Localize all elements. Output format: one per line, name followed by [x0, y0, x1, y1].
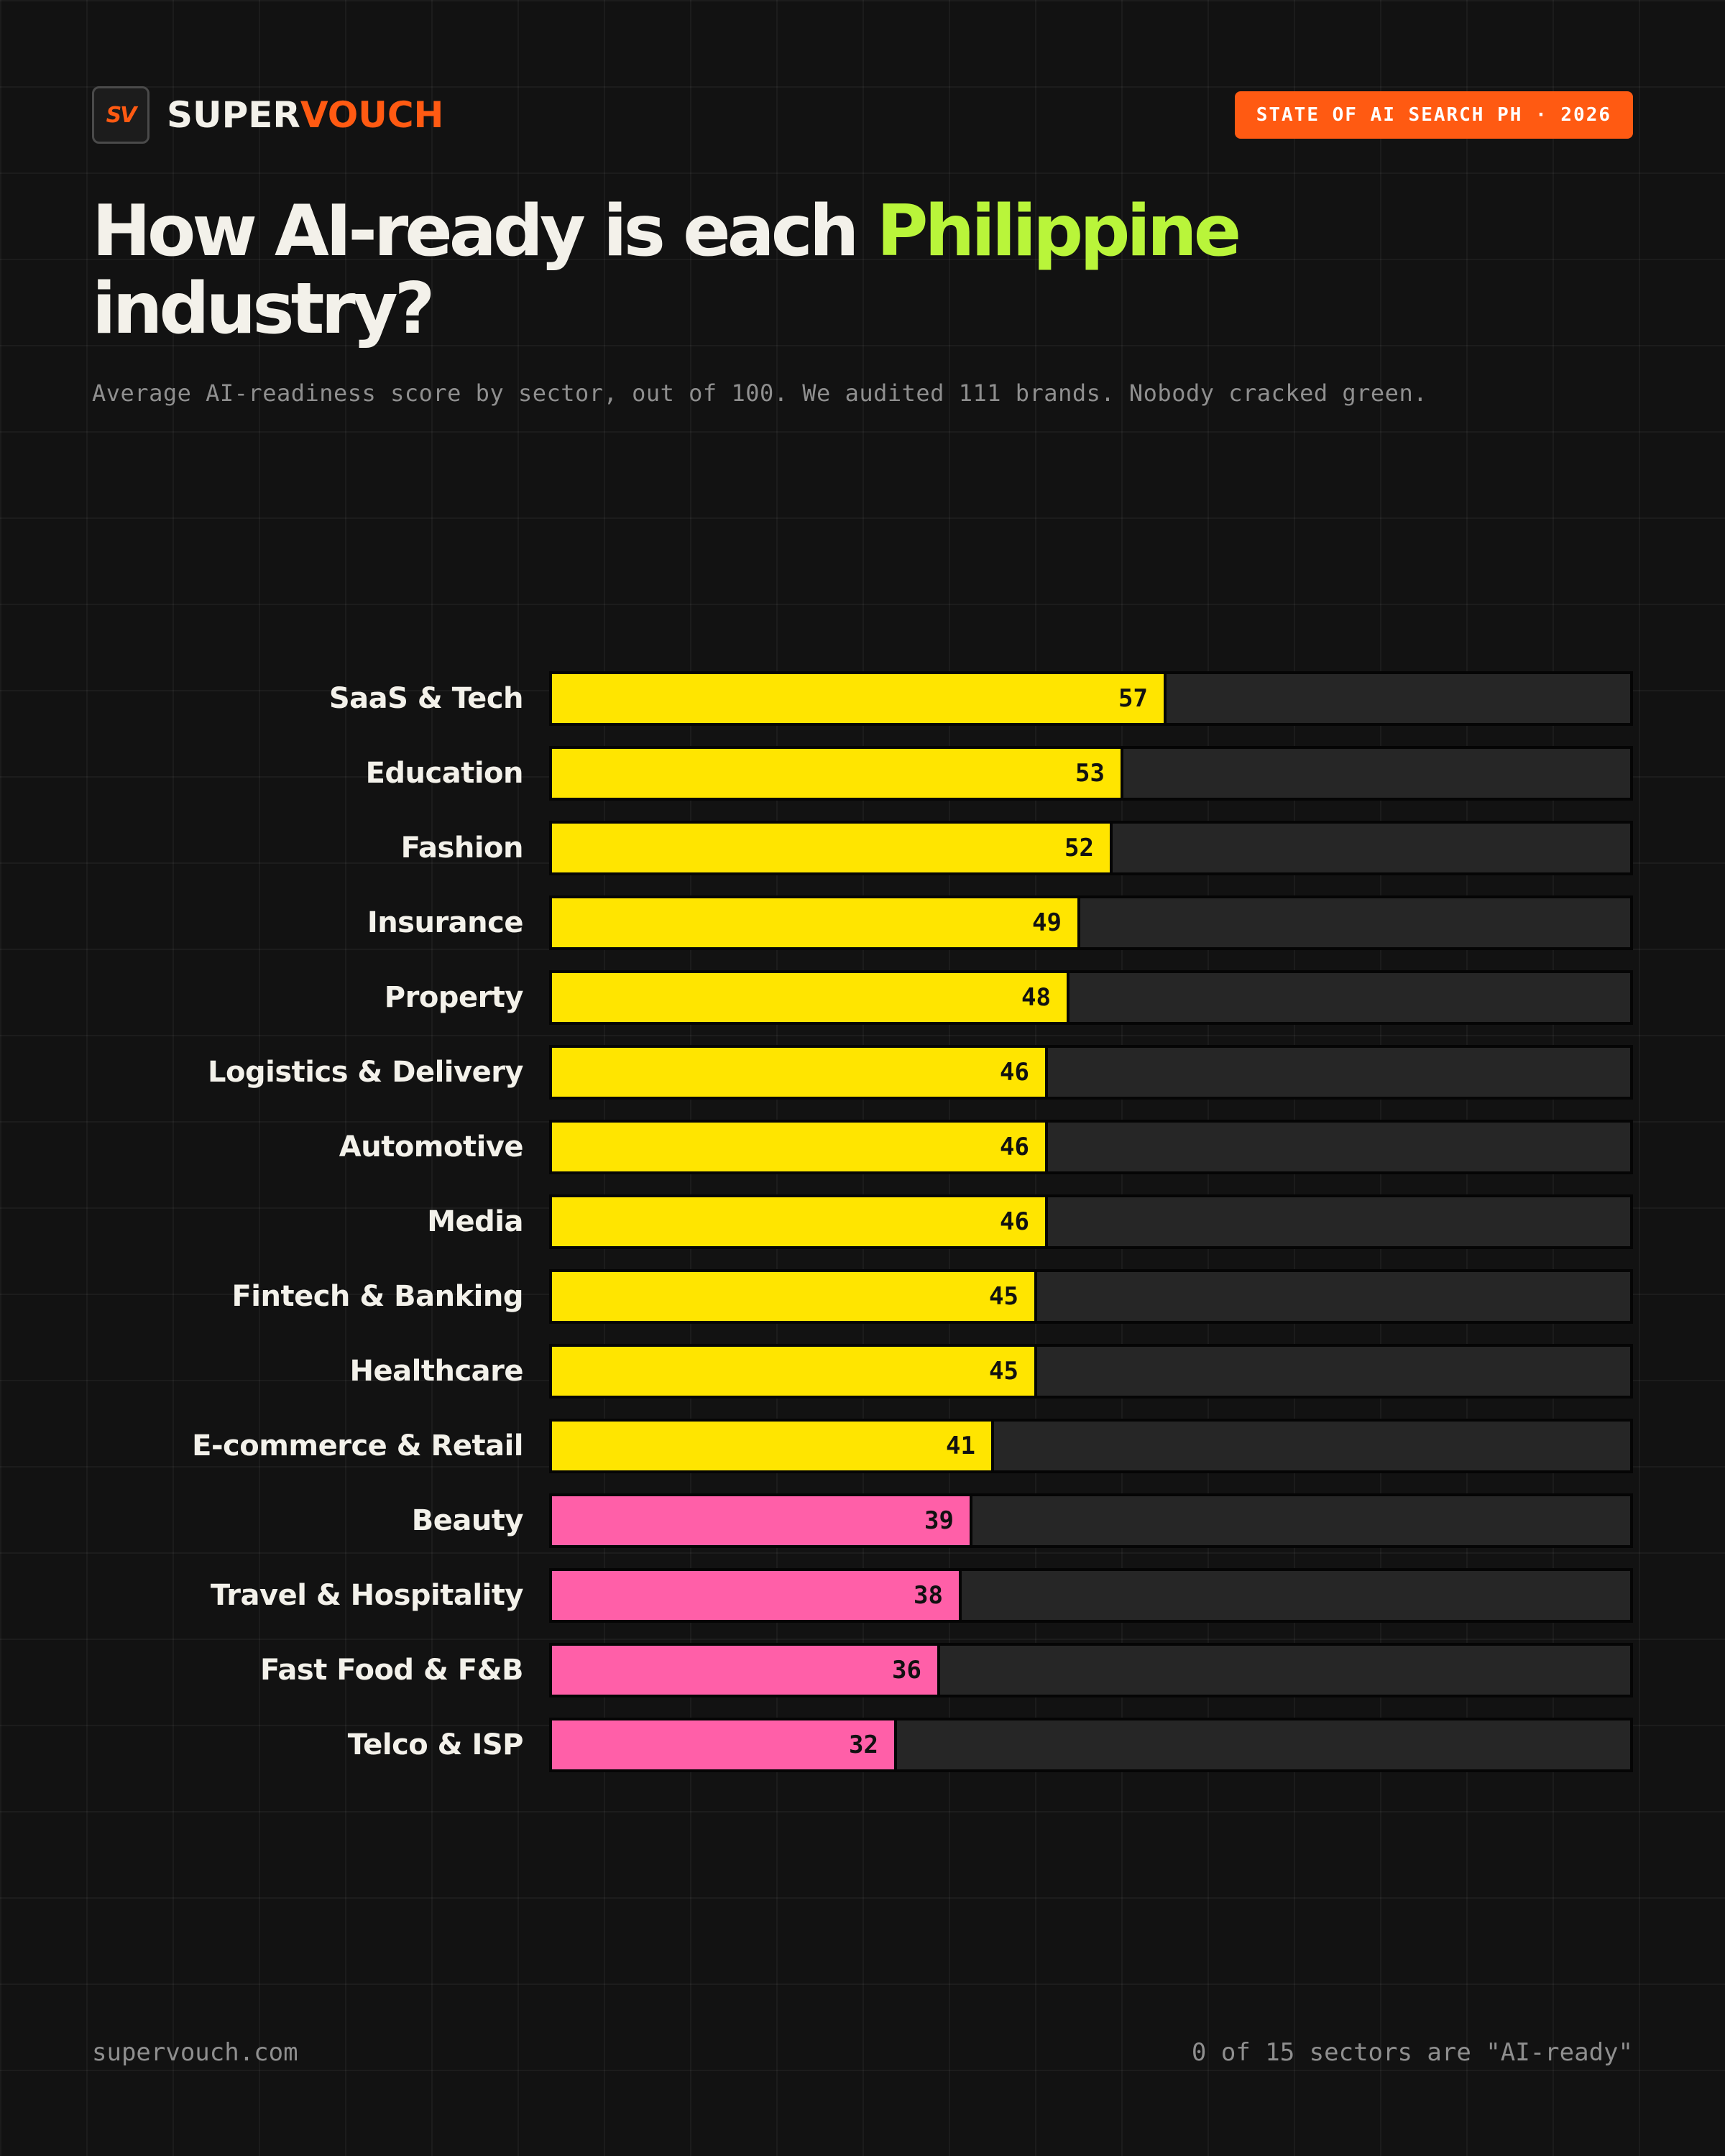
bar-value-label: 38: [914, 1581, 943, 1610]
bar-track: 38: [549, 1568, 1633, 1623]
bar-value-label: 52: [1064, 834, 1094, 862]
bar-track: 53: [549, 746, 1633, 801]
category-label: Healthcare: [349, 1355, 524, 1388]
chart-row: Telco & ISP 32: [0, 1718, 1725, 1772]
bar-value-label: 46: [1000, 1133, 1029, 1161]
category-label: Insurance: [367, 906, 524, 939]
title-part-2: industry?: [92, 268, 436, 350]
chart-row: Fast Food & F&B 36: [0, 1643, 1725, 1697]
subtitle: Average AI-readiness score by sector, ou…: [92, 379, 1427, 407]
chart-row: SaaS & Tech 57: [0, 671, 1725, 726]
bar-value-label: 46: [1000, 1207, 1029, 1236]
header: SV SUPERVOUCH STATE OF AI SEARCH PH · 20…: [92, 86, 1633, 144]
bar-track: 57: [549, 671, 1633, 726]
bar: [552, 1197, 1048, 1246]
chart-row: Travel & Hospitality 38: [0, 1568, 1725, 1623]
bar-value-label: 39: [924, 1506, 954, 1535]
bar-value-label: 32: [849, 1731, 878, 1759]
bar-track: 45: [549, 1269, 1633, 1324]
chart-row: Insurance 49: [0, 895, 1725, 950]
bar-track: 39: [549, 1493, 1633, 1548]
bar: [552, 973, 1070, 1022]
category-label: Fintech & Banking: [231, 1280, 523, 1313]
title-part-1: How AI-ready is each: [92, 190, 877, 272]
category-label: Education: [365, 757, 524, 790]
bar-track: 41: [549, 1419, 1633, 1473]
chart-row: Fashion 52: [0, 821, 1725, 875]
bar-chart: SaaS & Tech 57 Education 53 Fashion 52 Insuran…: [0, 671, 1725, 1778]
chart-row: Automotive 46: [0, 1120, 1725, 1174]
chart-row: Logistics & Delivery 46: [0, 1045, 1725, 1100]
bar: [552, 1123, 1048, 1171]
bar: [552, 749, 1123, 798]
bar-value-label: 57: [1118, 684, 1148, 713]
bar: [552, 1048, 1048, 1097]
chart-row: E-commerce & Retail 41: [0, 1419, 1725, 1473]
bar-track: 45: [549, 1344, 1633, 1399]
logo-mark: SV: [106, 102, 137, 128]
bar-track: 52: [549, 821, 1633, 875]
footer-site-link[interactable]: supervouch.com: [92, 2038, 298, 2067]
chart-row: Education 53: [0, 746, 1725, 801]
bar-value-label: 45: [989, 1282, 1018, 1311]
category-label: SaaS & Tech: [328, 682, 524, 715]
brand-part-1: SUPER: [167, 94, 300, 136]
chart-row: Property 48: [0, 970, 1725, 1025]
chart-row: Beauty 39: [0, 1493, 1725, 1548]
category-label: Beauty: [411, 1504, 524, 1537]
chart-row: Healthcare 45: [0, 1344, 1725, 1399]
logo[interactable]: SV: [92, 86, 150, 144]
bar-track: 48: [549, 970, 1633, 1025]
category-label: E-commerce & Retail: [192, 1429, 523, 1462]
category-label: Fashion: [400, 831, 524, 865]
page-title: How AI-ready is each Philippine industry…: [92, 193, 1633, 348]
category-label: Property: [384, 981, 524, 1014]
bar-value-label: 49: [1032, 908, 1062, 937]
bar-value-label: 45: [989, 1357, 1018, 1386]
brand-name: SUPERVOUCH: [167, 93, 443, 137]
category-label: Media: [427, 1205, 523, 1238]
category-label: Telco & ISP: [347, 1728, 524, 1761]
bar-value-label: 48: [1021, 983, 1051, 1012]
bar-track: 46: [549, 1120, 1633, 1174]
report-badge: STATE OF AI SEARCH PH · 2026: [1234, 91, 1633, 139]
bar-track: 46: [549, 1045, 1633, 1100]
bar: [552, 1422, 994, 1470]
category-label: Travel & Hospitality: [210, 1579, 524, 1612]
bar-value-label: 36: [892, 1656, 921, 1685]
bar: [552, 1720, 897, 1769]
bar-track: 32: [549, 1718, 1633, 1772]
title-accent: Philippine: [876, 190, 1241, 272]
bar: [552, 1272, 1037, 1321]
category-label: Logistics & Delivery: [208, 1056, 523, 1089]
bar: [552, 1646, 940, 1695]
bar: [552, 1496, 972, 1545]
brand-part-2: VOUCH: [300, 94, 444, 136]
category-label: Fast Food & F&B: [259, 1654, 524, 1687]
bar-value-label: 53: [1075, 759, 1105, 788]
footer-summary: 0 of 15 sectors are "AI-ready": [1191, 2038, 1633, 2067]
category-label: Automotive: [339, 1130, 524, 1164]
bar: [552, 824, 1113, 872]
bar-track: 49: [549, 895, 1633, 950]
bar-value-label: 41: [946, 1432, 975, 1460]
bar-track: 36: [549, 1643, 1633, 1697]
bar: [552, 1347, 1037, 1396]
bar-value-label: 46: [1000, 1058, 1029, 1087]
bar: [552, 898, 1080, 947]
chart-row: Fintech & Banking 45: [0, 1269, 1725, 1324]
bar-track: 46: [549, 1194, 1633, 1249]
bar: [552, 1571, 962, 1620]
bar: [552, 674, 1167, 723]
chart-row: Media 46: [0, 1194, 1725, 1249]
